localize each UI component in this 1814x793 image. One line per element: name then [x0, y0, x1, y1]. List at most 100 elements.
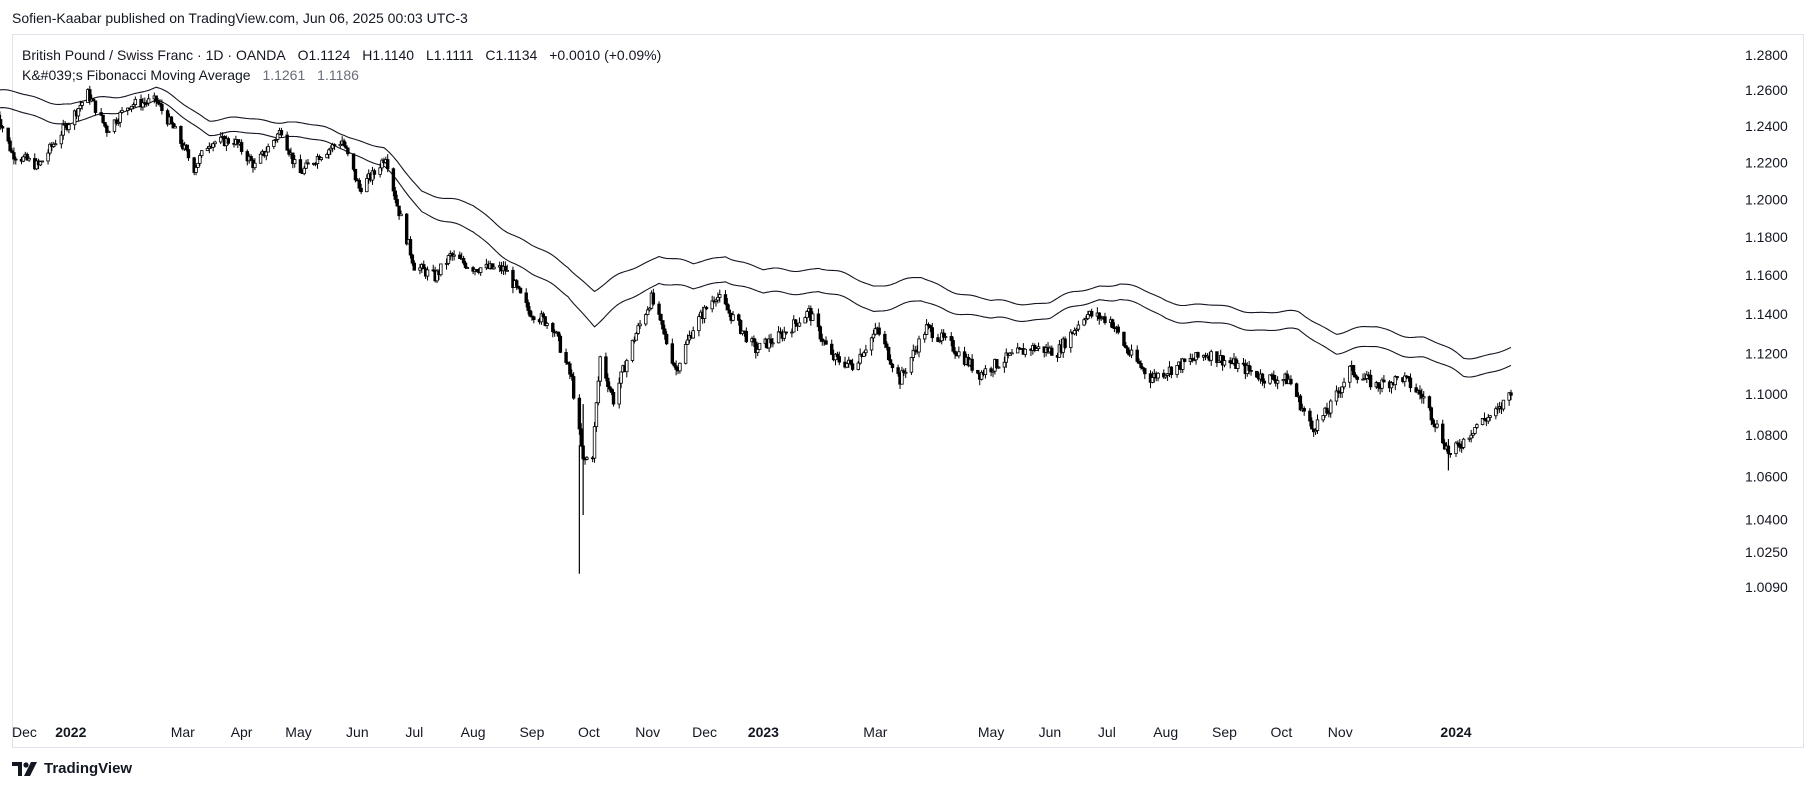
candle-body — [625, 360, 629, 373]
moving-average-upper — [0, 86, 1512, 360]
candle-body — [53, 143, 58, 146]
candle-body — [904, 371, 908, 374]
tradingview-branding[interactable]: TradingView — [12, 760, 132, 777]
candle-body — [856, 362, 860, 370]
candle-body — [657, 303, 661, 315]
candle-body — [691, 330, 695, 339]
candle-body — [970, 358, 974, 371]
candle-body — [338, 143, 342, 147]
candle-body — [465, 267, 470, 269]
candle-body — [564, 351, 568, 363]
candle-body — [1427, 396, 1432, 409]
candle-body — [1302, 408, 1306, 412]
candle-body — [346, 147, 350, 155]
candle-body — [1281, 379, 1286, 382]
candle-body — [1141, 367, 1145, 370]
candle-body — [503, 265, 508, 271]
candle-body — [27, 158, 31, 161]
candle-body — [1294, 383, 1299, 397]
candle-body — [1480, 417, 1485, 426]
candle-body — [608, 386, 612, 390]
candle-body — [862, 352, 866, 357]
candle-body — [1336, 390, 1341, 393]
time-axis-label: Jun — [346, 724, 369, 740]
indicator-name[interactable]: K&#039;s Fibonacci Moving Average — [22, 67, 251, 83]
candle-body — [900, 370, 904, 385]
candle-body — [1380, 379, 1384, 389]
candle-body — [577, 397, 582, 430]
candle-body — [169, 116, 174, 124]
candle-body — [951, 340, 955, 352]
candle-body — [1507, 392, 1511, 401]
candle-body — [439, 263, 443, 276]
candle-body — [253, 162, 257, 169]
candle-body — [272, 139, 276, 147]
candle-body — [101, 114, 105, 123]
price-axis-label: 1.2200 — [1745, 154, 1788, 170]
candle-body — [651, 292, 656, 305]
candle-body — [767, 338, 771, 349]
price-axis-label: 1.2600 — [1745, 82, 1788, 98]
candle-body — [911, 349, 916, 358]
symbol-label[interactable]: British Pound / Swiss Franc · 1D · OANDA — [22, 47, 286, 63]
time-axis-label: Mar — [171, 724, 195, 740]
candle-body — [264, 151, 268, 157]
ohlc-close: C1.1134 — [485, 47, 538, 63]
candle-body — [258, 153, 263, 164]
candle-body — [683, 344, 688, 364]
candle-body — [1315, 419, 1320, 431]
candle-body — [979, 371, 984, 380]
candle-body — [327, 149, 331, 155]
candle-body — [778, 331, 783, 334]
candle-body — [888, 359, 893, 365]
candle-body — [1353, 374, 1358, 378]
candle-body — [1389, 382, 1394, 389]
candle-body — [1408, 377, 1413, 389]
candle-body — [1327, 412, 1331, 415]
candle-body — [837, 356, 842, 363]
candle-body — [1414, 387, 1418, 393]
candle-body — [638, 323, 642, 327]
candle-body — [1192, 359, 1196, 362]
candle-body — [357, 179, 361, 189]
candle-body — [716, 296, 720, 301]
candle-body — [370, 170, 375, 181]
candle-body — [541, 313, 546, 318]
candle-body — [737, 314, 741, 321]
candle-body — [198, 155, 202, 164]
candle-body — [1351, 365, 1356, 376]
tradingview-logo-icon — [12, 761, 37, 776]
price-axis-label: 1.1800 — [1745, 229, 1788, 245]
candle-body — [1355, 376, 1360, 380]
candle-body — [585, 457, 589, 460]
candle-body — [1139, 363, 1143, 368]
candle-body — [545, 322, 549, 326]
candle-body — [1431, 419, 1435, 425]
candle-body — [1368, 374, 1373, 388]
candle-body — [239, 141, 244, 152]
candle-body — [526, 302, 530, 311]
candle-body — [1156, 372, 1160, 379]
candle-body — [532, 316, 536, 320]
candle-body — [219, 136, 223, 143]
candle-body — [816, 313, 821, 328]
candle-body — [67, 124, 71, 130]
candle-body — [1110, 319, 1115, 329]
candle-body — [634, 333, 638, 341]
candle-body — [835, 353, 840, 358]
candle-body — [953, 350, 957, 355]
candle-body — [1023, 348, 1027, 355]
candle-body — [1150, 377, 1155, 383]
candle-body — [112, 119, 117, 132]
candle-body — [1228, 360, 1232, 364]
candle-body — [192, 157, 196, 173]
candle-body — [1116, 326, 1120, 333]
candle-body — [886, 346, 891, 361]
candle-body — [776, 331, 781, 344]
candle-body — [1165, 373, 1170, 376]
candle-body — [397, 205, 401, 217]
candle-body — [511, 269, 515, 288]
candle-body — [463, 262, 468, 269]
candle-body — [1084, 318, 1088, 321]
